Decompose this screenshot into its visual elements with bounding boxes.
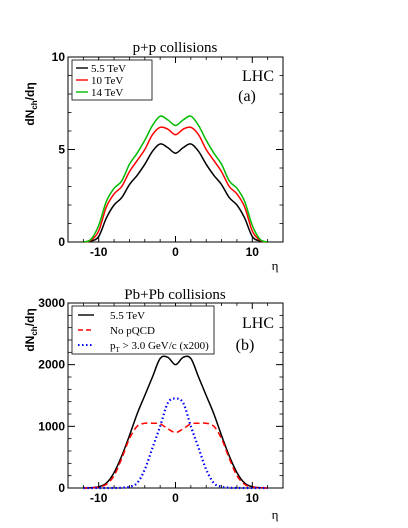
- panel-b-y-tick-label-2: 2000: [38, 358, 65, 372]
- panel-a-x-tick-label-1: 0: [172, 245, 179, 259]
- panel-b-legend-label-1: No pQCD: [110, 325, 155, 337]
- panel-a-axes: -10 0 10 0 5 10: [52, 50, 284, 259]
- panel-b-x-tick-label-1: 0: [172, 491, 179, 505]
- panel-a-x-tick-label-0: -10: [90, 245, 108, 259]
- panel-b-ylabel-sub: ch: [30, 326, 39, 335]
- panel-b-y-tick-label-0: 0: [58, 481, 65, 495]
- panel-b-series-line-2: [83, 397, 268, 490]
- panel-b-legend-label-2: pT > 3.0 GeV/c (x200): [110, 340, 209, 354]
- panel-b-ylabel-tail: /dη: [23, 308, 37, 326]
- panel-a-series-line-2: [83, 115, 268, 243]
- panel-b-x-tick-label-0: -10: [90, 491, 108, 505]
- panel-b-y-tick-label-1: 1000: [38, 419, 65, 433]
- panel-a-y-tick-label-0: 0: [58, 235, 65, 249]
- panel-b-legend-box: [71, 305, 215, 355]
- panel-b-legend-label-2-p: p: [110, 340, 116, 352]
- panel-b-axes: -10 0 10 0 1000 2000 3000: [38, 296, 284, 505]
- panel-a-ylabel: dNch/dη: [23, 82, 39, 125]
- panel-a-ylabel-main: dN: [23, 110, 37, 126]
- panel-a-xlabel: η: [272, 258, 279, 273]
- panel-b-ylabel: dNch/dη: [23, 308, 39, 351]
- svg-text:dNch/dη: dNch/dη: [23, 308, 39, 351]
- panel-a-y-tick-label-2: 10: [52, 50, 66, 64]
- panel-b-series-line-0: [83, 355, 268, 489]
- panel-b-annotation-label: (b): [236, 337, 255, 354]
- panel-b-plot-area: [83, 355, 268, 490]
- panel-a-plot-area: [83, 115, 268, 243]
- panel-a-y-tick-label-1: 5: [58, 143, 65, 157]
- panel-b-legend-label-2-sub: T: [116, 346, 121, 354]
- panel-a-annotation-label: (a): [238, 88, 256, 105]
- panel-b-legend-label-2-tail: > 3.0 GeV/c (x200): [120, 340, 209, 352]
- panel-b-ylabel-main: dN: [23, 336, 37, 352]
- panel-b: Pb+Pb collisions dNch/dη η -10 0 10 0 1000 20…: [23, 287, 284, 522]
- panel-a-legend: 5.5 TeV 10 TeV 14 TeV: [71, 59, 153, 101]
- panel-a-series-line-0: [83, 143, 268, 243]
- svg-text:dNch/dη: dNch/dη: [23, 82, 39, 125]
- panel-a-annotation-lhc: LHC: [242, 68, 274, 85]
- panel-b-xlabel: η: [272, 507, 279, 522]
- panel-b-annotation-lhc: LHC: [242, 315, 274, 332]
- panel-a-series-line-1: [83, 126, 268, 243]
- panel-a-legend-label-2: 14 TeV: [91, 87, 123, 99]
- panel-b-legend: 5.5 TeV No pQCD pT > 3.0 GeV/c (x200): [71, 305, 215, 355]
- panel-b-x-tick-label-2: 10: [246, 491, 260, 505]
- panel-a-ylabel-tail: /dη: [23, 82, 37, 100]
- panel-a-title: p+p collisions: [133, 40, 218, 56]
- panel-b-y-tick-label-3: 3000: [38, 296, 65, 310]
- panel-b-title: Pb+Pb collisions: [124, 287, 226, 303]
- panel-a-ylabel-sub: ch: [30, 100, 39, 109]
- panel-a-legend-label-0: 5.5 TeV: [91, 63, 126, 75]
- panel-a-legend-label-1: 10 TeV: [91, 75, 123, 87]
- panel-a-x-tick-label-2: 10: [246, 245, 260, 259]
- panel-b-legend-label-0: 5.5 TeV: [110, 310, 145, 322]
